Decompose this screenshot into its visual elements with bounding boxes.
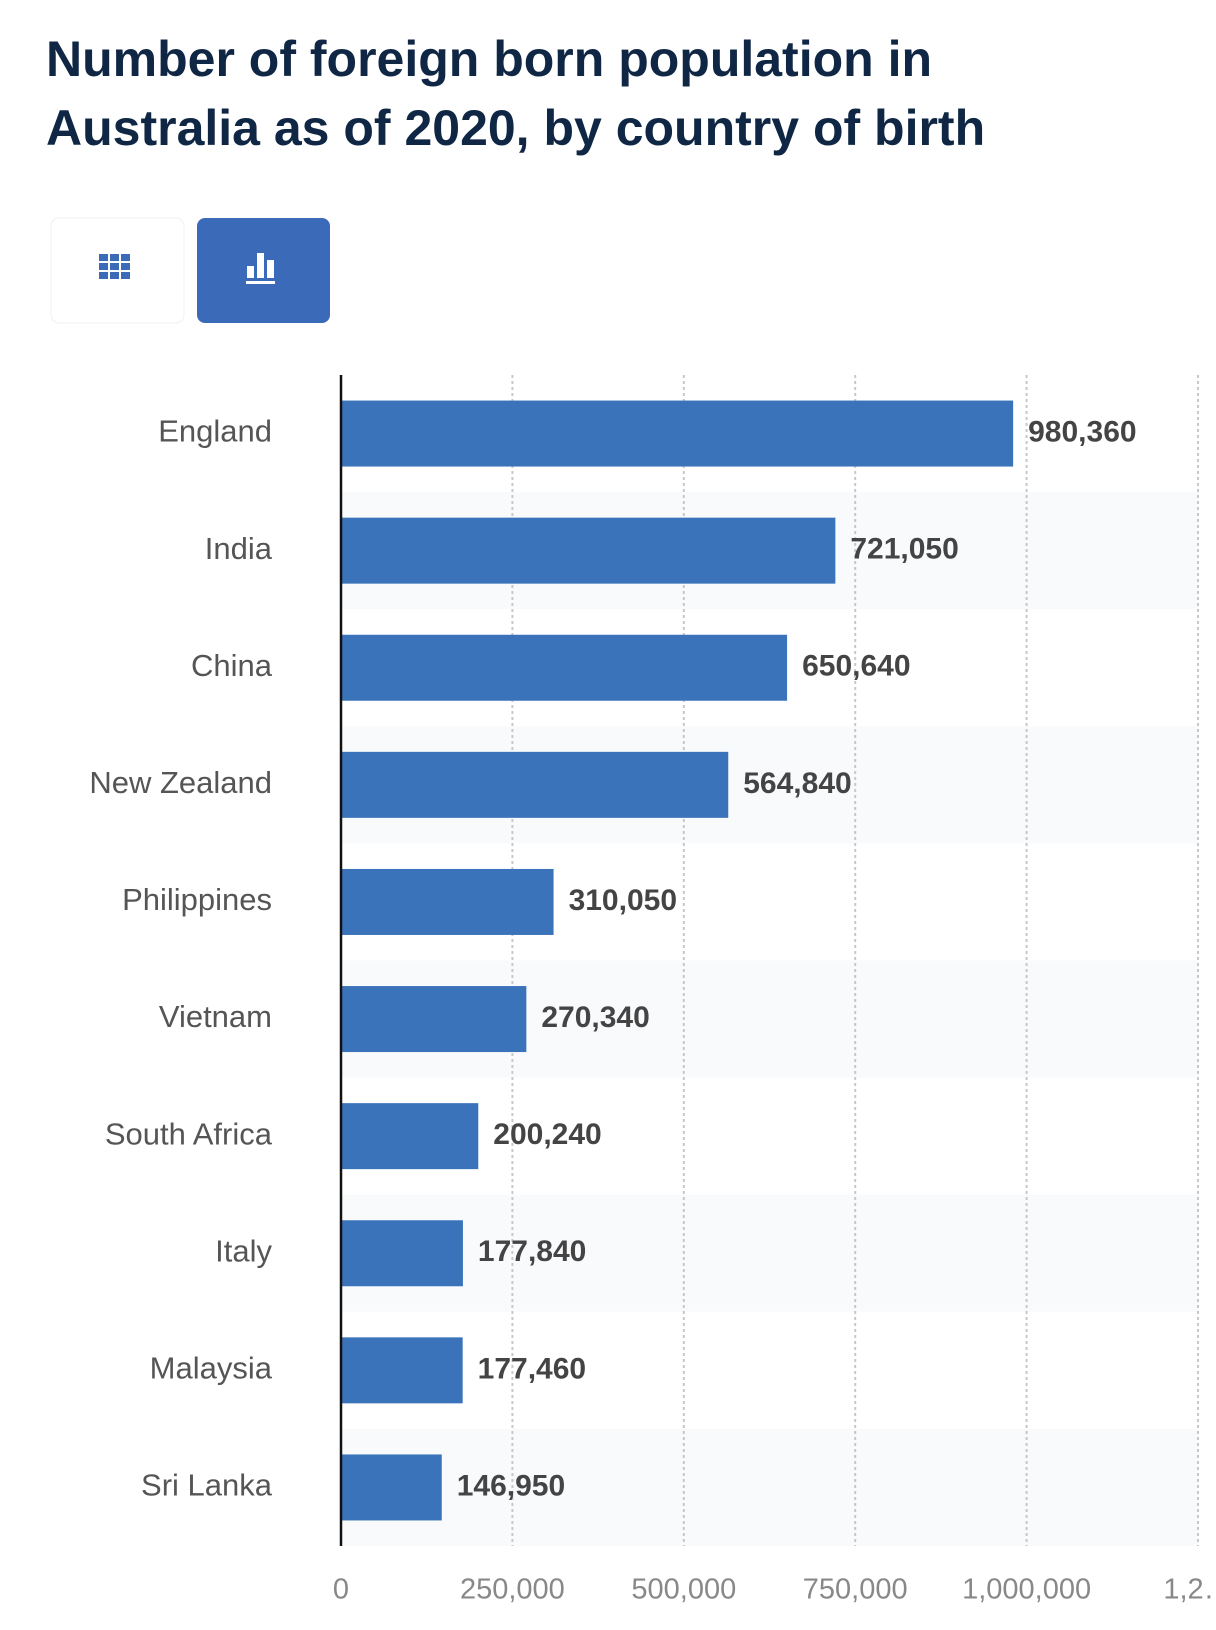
chart-title: Number of foreign born population in: [46, 31, 932, 87]
button-bg[interactable]: [50, 217, 185, 324]
value-label: 980,360: [1028, 415, 1136, 448]
y-tick-label: Sri Lanka: [141, 1468, 273, 1503]
bar: [341, 1220, 463, 1287]
bar: [341, 634, 788, 701]
y-tick-label: India: [205, 531, 273, 566]
chart-title: Australia as of 2020, by country of birt…: [46, 100, 985, 156]
bar: [341, 1337, 463, 1404]
x-tick-label: 250,000: [460, 1574, 565, 1606]
y-tick-label: Italy: [215, 1233, 272, 1268]
y-tick-label: Vietnam: [159, 999, 272, 1034]
value-label: 310,050: [569, 884, 677, 917]
bar: [341, 986, 527, 1053]
x-tick-label: 0: [333, 1574, 349, 1606]
bar: [341, 400, 1014, 467]
y-tick-label: Malaysia: [150, 1351, 273, 1386]
x-tick-label: 1,000,000: [962, 1574, 1091, 1606]
value-label: 721,050: [850, 533, 958, 566]
bar: [341, 517, 836, 584]
bar: [341, 751, 729, 818]
x-tick-label: 1,2…: [1163, 1574, 1216, 1606]
bar: [341, 1103, 479, 1170]
row-band: [341, 1428, 1198, 1546]
table-view-button[interactable]: [50, 217, 185, 324]
bar-icon: [246, 253, 275, 284]
x-tick-label: 750,000: [803, 1574, 908, 1606]
value-label: 177,840: [478, 1235, 586, 1268]
value-label: 146,950: [457, 1469, 565, 1502]
bar: [341, 868, 554, 935]
value-label: 650,640: [802, 650, 910, 683]
y-tick-label: South Africa: [105, 1116, 273, 1151]
bar: [341, 1454, 442, 1521]
value-label: 564,840: [743, 767, 851, 800]
value-label: 200,240: [493, 1118, 601, 1151]
table-icon: [99, 254, 130, 279]
value-label: 177,460: [478, 1352, 586, 1385]
x-tick-label: 500,000: [631, 1574, 736, 1606]
value-label: 270,340: [541, 1001, 649, 1034]
y-tick-label: China: [191, 648, 273, 683]
row-band: [341, 1194, 1198, 1312]
y-tick-label: Philippines: [122, 882, 272, 917]
y-tick-label: England: [158, 414, 272, 449]
y-tick-label: New Zealand: [89, 765, 272, 800]
chart-view-button[interactable]: [197, 218, 330, 323]
